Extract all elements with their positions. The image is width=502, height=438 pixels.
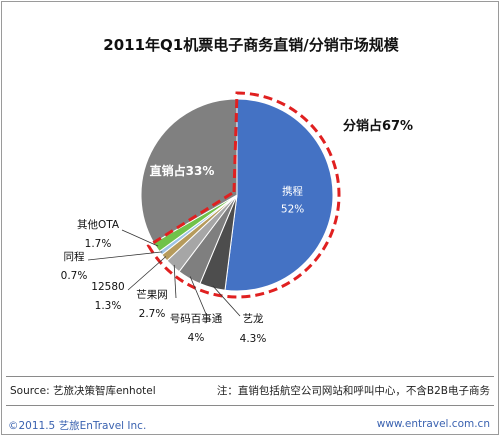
leader-line-3 bbox=[189, 276, 207, 315]
slice-label-6: 同程 bbox=[64, 251, 85, 263]
leader-line-6 bbox=[87, 251, 163, 261]
slice-label-4: 芒果网 bbox=[136, 288, 168, 301]
pie-slice-1 bbox=[224, 98, 334, 292]
distribution-share-label: 分销占67% bbox=[343, 118, 413, 134]
slice-value-3: 4% bbox=[188, 332, 205, 344]
pie-slices bbox=[140, 98, 334, 292]
chart-title: 2011年Q1机票电子商务直销/分销市场规模 bbox=[103, 36, 399, 54]
slice-label-3: 号码百事通 bbox=[170, 312, 223, 325]
leader-line-4 bbox=[173, 264, 177, 299]
footnote-text: 注：直销包括航空公司网站和呼叫中心，不含B2B电子商务 bbox=[216, 385, 490, 397]
slice-value-6: 0.7% bbox=[61, 270, 88, 282]
leader-line-2 bbox=[212, 285, 241, 317]
distribution-highlight-outline bbox=[146, 91, 341, 299]
footer-divider-top bbox=[6, 376, 494, 377]
source-text: Source: 艺旅决策智库enhotel bbox=[10, 385, 156, 397]
copyright-text: ©2011.5 艺旅EnTravel Inc. bbox=[8, 420, 147, 432]
leader-line-7 bbox=[121, 229, 159, 247]
leader-line-5 bbox=[127, 256, 167, 291]
slice-value-5: 1.3% bbox=[95, 300, 122, 312]
pie-slice-8 bbox=[140, 98, 238, 244]
slice-value-7: 1.7% bbox=[85, 238, 112, 250]
website-link[interactable]: www.entravel.com.cn bbox=[376, 418, 490, 430]
slice-label-2: 艺龙 bbox=[243, 312, 264, 325]
slice-value-4: 2.7% bbox=[139, 308, 166, 320]
footer-divider-bottom bbox=[6, 405, 494, 406]
slice-value-2: 4.3% bbox=[240, 333, 267, 345]
slice-label-1: 携程 bbox=[282, 184, 303, 197]
slice-label-5: 12580 bbox=[91, 281, 124, 293]
slice-value-1: 52% bbox=[281, 203, 304, 215]
pie-labels: 携程 52% 艺龙 4.3% 号码百事通 4% 芒果网 2.7% 12580 1.3% 同程 0.7%… bbox=[61, 184, 305, 345]
slice-label-7: 其他OTA bbox=[77, 218, 120, 231]
direct-share-label: 直销占33% bbox=[150, 163, 215, 178]
